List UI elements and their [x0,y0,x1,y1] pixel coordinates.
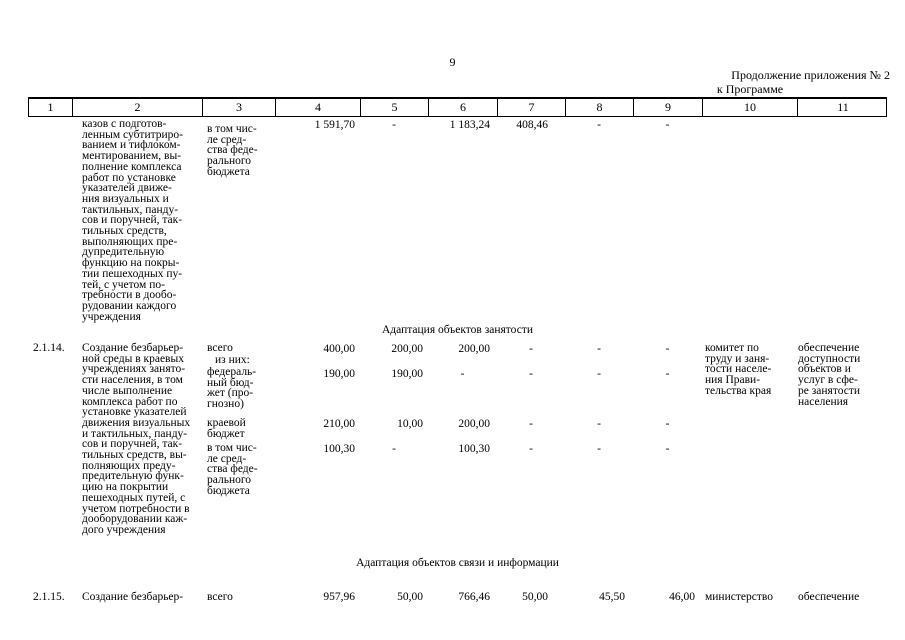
budget-source-label-ofthem: из них: [215,354,250,366]
value-cell: 50,00 [522,591,548,603]
value-cell: - [597,443,601,455]
column-header-9: 9 [634,99,703,116]
value-cell: - [529,443,533,455]
activity-name: Создание безбарьер- ной среды в краевых … [82,342,191,536]
value-cell: - [597,119,601,131]
values-row-regional: 210,00 10,00 200,00 - - - [275,418,702,430]
value-cell: 50,00 [397,591,423,603]
budget-source-label-total: всего [207,591,233,603]
budget-source-label-regional: краевой бюджет [207,417,246,440]
activity-name-continuation: казов с подготов- ленным субтитриро- ван… [82,118,184,323]
expected-result: обеспечение доступности объектов и услуг… [798,342,861,408]
value-cell: - [597,343,601,355]
value-cell: - [665,368,670,380]
value-cell: - [665,343,670,355]
value-cell: 408,46 [516,119,548,131]
budget-source-label: в том чис- ле сред- ства феде- рального … [207,123,258,178]
value-cell: - [392,443,396,455]
value-cell: 400,00 [323,343,355,355]
value-cell: - [597,368,601,380]
value-cell: - [529,418,533,430]
value-cell: 100,30 [323,443,355,455]
section-header-employment: Адаптация объектов занятости [381,324,534,336]
value-cell: 190,00 [391,368,423,380]
column-header-11: 11 [837,100,849,114]
values-row-total: 400,00 200,00 200,00 - - - [275,343,702,355]
values-row: 957,96 50,00 766,46 50,00 45,50 46,00 [275,591,702,603]
continuation-note-line2: к Программе [716,82,784,96]
value-cell: - [392,119,396,131]
value-cell: 45,50 [599,591,625,603]
value-cell: - [665,443,670,455]
activity-name: Создание безбарьер- [82,591,184,603]
value-cell: 210,00 [323,418,355,430]
values-row-fedfunds: 100,30 - 100,30 - - - [275,443,702,455]
value-cell: 100,30 [458,443,490,455]
row-number: 2.1.14. [33,342,65,354]
values-row: 1 591,70 - 1 183,24 408,46 - - [275,119,702,131]
column-header-2: 2 [73,99,203,116]
column-header-10: 10 [703,99,798,116]
values-row-federal: 190,00 190,00 - - - - [275,368,702,380]
value-cell: - [665,119,670,131]
section-header-communication: Адаптация объектов связи и информации [356,557,559,569]
value-cell: 200,00 [458,418,490,430]
continuation-note-line1: Продолжение приложения № 2 [731,68,890,82]
value-cell: 766,46 [458,591,490,603]
column-header-7: 7 [498,99,566,116]
column-header-4: 4 [276,99,361,116]
value-cell: 957,96 [323,591,355,603]
value-cell: 200,00 [391,343,423,355]
page-number: 9 [449,55,456,69]
value-cell: 200,00 [458,343,490,355]
row-number: 2.1.15. [33,591,65,603]
value-cell: - [460,368,465,380]
column-header-8: 8 [566,99,634,116]
budget-source-label-fedfunds: в том чис- ле сред- ства феде- рального … [207,442,258,497]
column-header-3: 3 [203,99,276,116]
value-cell: 10,00 [397,418,423,430]
table-header-row: 1 2 3 4 5 6 7 8 9 10 11 [28,97,887,117]
executor: министерство [705,591,773,603]
value-cell: 46,00 [669,591,695,603]
value-cell: - [529,368,533,380]
column-header-5: 5 [361,99,429,116]
column-header-6: 6 [429,99,498,116]
value-cell: 1 591,70 [314,119,355,131]
budget-source-label-total: всего [207,342,233,354]
value-cell: - [665,418,670,430]
column-header-1: 1 [29,99,73,116]
value-cell: - [597,418,601,430]
value-cell: 1 183,24 [449,119,490,131]
expected-result: обеспечение [798,591,860,603]
value-cell: 190,00 [323,368,355,380]
executor: комитет по труду и заня- тости населе- н… [705,342,772,397]
value-cell: - [529,343,533,355]
budget-source-label-federal: федераль- ный бюд- жет (про- гнозно) [207,366,257,411]
